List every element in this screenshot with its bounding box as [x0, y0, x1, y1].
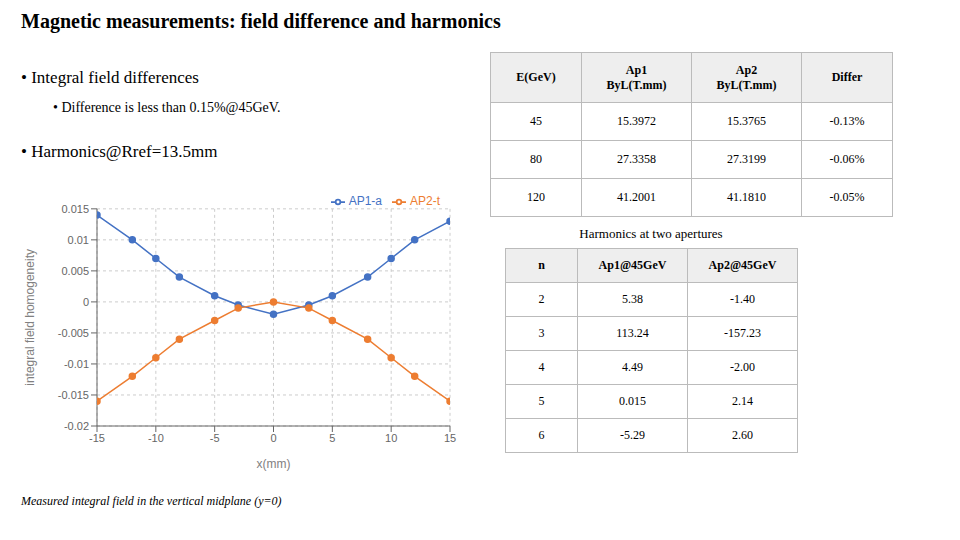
html-text:Magnetic measurements: field d: Magnetic measurements: field difference … — [21, 10, 501, 32]
html-text:-1.40: -1.40 — [730, 292, 755, 306]
html-text:80: 80 — [530, 152, 542, 166]
svg-text:-0.015: -0.015 — [58, 389, 89, 401]
html-text:113.24: 113.24 — [616, 326, 649, 340]
html-text:n: n — [538, 258, 545, 272]
html-text:27.3199: 27.3199 — [727, 152, 766, 166]
html-text:-0.06%: -0.06% — [829, 152, 865, 166]
html-text:2.14: 2.14 — [732, 394, 753, 408]
html-text:-0.05%: -0.05% — [829, 190, 865, 204]
svg-text:integral field homogeneity: integral field homogeneity — [23, 249, 37, 386]
html-text:E(GeV): E(GeV) — [516, 70, 556, 84]
html-text:-157.23: -157.23 — [724, 326, 761, 340]
html-text:-0.13%: -0.13% — [829, 114, 865, 128]
html-text:2: 2 — [538, 292, 545, 306]
html-text:• Integral field differences: • Integral field differences — [21, 68, 199, 87]
html-text:-5.29: -5.29 — [620, 428, 645, 442]
svg-text:0: 0 — [83, 296, 89, 308]
html-text:AP2-t: AP2-t — [410, 194, 440, 208]
html-text:• Difference is less than 0.15: • Difference is less than 0.15%@45GeV. — [53, 100, 281, 115]
html-text:AP1-a: AP1-a — [348, 194, 382, 208]
svg-text:-10: -10 — [148, 432, 164, 444]
html-text:2.60: 2.60 — [732, 428, 753, 442]
html-text:Differ: Differ — [831, 70, 863, 84]
html-text:6: 6 — [538, 428, 545, 442]
html-text:5.38: 5.38 — [622, 292, 643, 306]
html-text:• Harmonics@Rref=13.5mm: • Harmonics@Rref=13.5mm — [21, 142, 218, 161]
svg-text:5: 5 — [329, 432, 335, 444]
html-text:41.2001: 41.2001 — [617, 190, 656, 204]
svg-text:x(mm): x(mm) — [257, 457, 291, 471]
html-text:41.1810: 41.1810 — [727, 190, 766, 204]
html-text:27.3358: 27.3358 — [617, 152, 656, 166]
html-text:Ap2@45GeV: Ap2@45GeV — [708, 258, 777, 272]
svg-text:10: 10 — [385, 432, 397, 444]
svg-text:15: 15 — [444, 432, 456, 444]
html-text:15.3765: 15.3765 — [727, 114, 766, 128]
svg-text:-0.005: -0.005 — [58, 327, 89, 339]
html-text:3: 3 — [538, 326, 545, 340]
svg-text:0.005: 0.005 — [61, 265, 89, 277]
html-text:Ap1 ByL(T.mm): Ap1 ByL(T.mm) — [606, 62, 667, 92]
html-text:4: 4 — [538, 360, 545, 374]
svg-text:-5: -5 — [210, 432, 220, 444]
html-text:120: 120 — [527, 190, 545, 204]
html-text:15.3972: 15.3972 — [617, 114, 656, 128]
html-text:0.015: 0.015 — [619, 394, 646, 408]
html-text:45: 45 — [530, 114, 542, 128]
html-text:5: 5 — [538, 394, 545, 408]
svg-text:0.015: 0.015 — [61, 203, 89, 215]
html-text:Harmonics at two apertures: Harmonics at two apertures — [579, 226, 723, 241]
svg-text:-15: -15 — [89, 432, 105, 444]
html-text:4.49: 4.49 — [622, 360, 643, 374]
svg-text:0.01: 0.01 — [68, 234, 89, 246]
svg-text:-0.01: -0.01 — [64, 358, 89, 370]
html-text:-2.00: -2.00 — [730, 360, 755, 374]
svg-text:0: 0 — [270, 432, 276, 444]
html-text:Ap1@45GeV: Ap1@45GeV — [598, 258, 667, 272]
html-text:Ap2 ByL(T.mm): Ap2 ByL(T.mm) — [716, 62, 777, 92]
svg-text:-0.02: -0.02 — [64, 420, 89, 432]
html-text:Measured integral field in the: Measured integral field in the vertical … — [21, 494, 282, 508]
